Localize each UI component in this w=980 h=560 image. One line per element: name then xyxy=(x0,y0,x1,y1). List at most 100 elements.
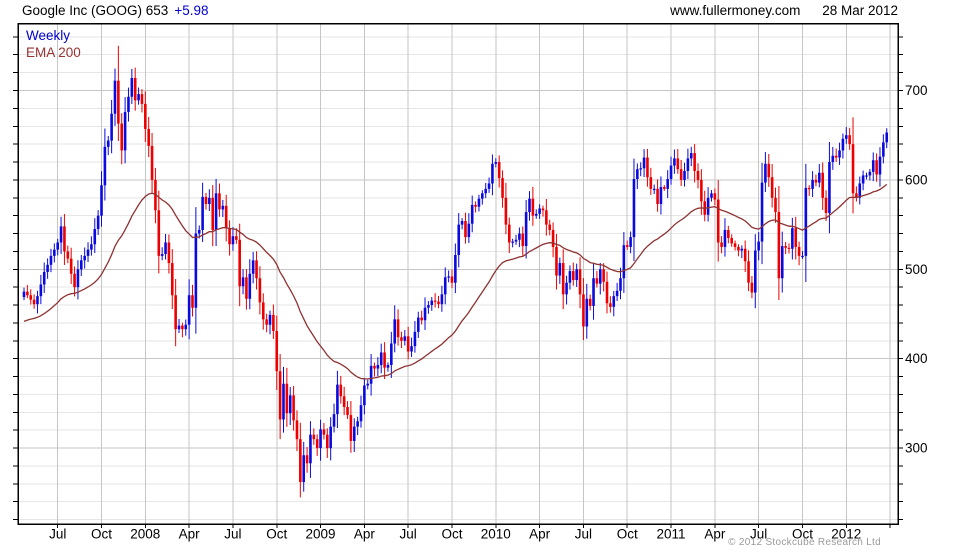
candle-body xyxy=(177,325,181,330)
candle-body xyxy=(528,198,531,213)
x-tick-label: 2011 xyxy=(657,527,686,542)
candle-body xyxy=(831,155,835,163)
candle-body xyxy=(686,158,690,171)
candle-body xyxy=(110,113,113,141)
candle-body xyxy=(265,319,268,325)
candle-body xyxy=(484,188,487,194)
candle-body xyxy=(32,299,36,305)
axis-ticks xyxy=(13,36,903,528)
candle-body xyxy=(689,153,693,159)
candle-body xyxy=(305,455,309,464)
candle-body xyxy=(858,183,862,198)
candle-body xyxy=(245,277,248,299)
candle-body xyxy=(713,193,717,200)
candle-body xyxy=(356,421,359,427)
candle-body xyxy=(352,426,356,441)
candle-body xyxy=(410,346,413,352)
candle-body xyxy=(235,236,238,240)
candle-body xyxy=(723,229,727,247)
candle-body xyxy=(511,241,514,243)
candle-body xyxy=(875,160,878,175)
y-tick-label: 500 xyxy=(905,262,928,277)
candle-body xyxy=(572,271,575,281)
candle-body xyxy=(241,277,245,287)
candle-body xyxy=(885,132,889,143)
candle-body xyxy=(167,242,171,264)
candle-body xyxy=(127,96,130,112)
candle-body xyxy=(696,170,700,180)
candle-body xyxy=(669,165,673,180)
candle-body xyxy=(548,224,552,230)
candle-body xyxy=(454,254,457,283)
candle-body xyxy=(865,175,868,177)
candle-body xyxy=(491,163,494,184)
candle-body xyxy=(821,172,824,198)
x-tick-label: Apr xyxy=(529,527,551,542)
candle-body xyxy=(710,193,713,198)
candle-body xyxy=(834,155,838,158)
candle-body xyxy=(154,179,157,211)
candle-body xyxy=(652,188,656,191)
candle-body xyxy=(83,255,86,261)
candle-body xyxy=(848,135,851,145)
candle-body xyxy=(272,314,275,331)
candle-body xyxy=(844,135,848,139)
candle-body xyxy=(807,187,811,190)
candle-body xyxy=(315,439,319,449)
candle-body xyxy=(342,396,346,407)
x-tick-label: Apr xyxy=(354,527,376,542)
candle-body xyxy=(828,162,831,213)
candle-body xyxy=(868,171,872,176)
candle-body xyxy=(585,298,589,327)
candle-body xyxy=(187,295,191,325)
candle-body xyxy=(507,224,511,243)
candle-body xyxy=(467,223,471,238)
candle-body xyxy=(403,336,407,341)
candle-body xyxy=(838,150,841,158)
candle-body xyxy=(743,248,747,262)
candle-body xyxy=(477,198,481,207)
candle-body xyxy=(22,291,26,298)
candle-body xyxy=(460,221,464,225)
candle-body xyxy=(103,146,107,186)
candle-body xyxy=(683,170,686,180)
candle-body xyxy=(147,128,150,146)
candle-body xyxy=(582,294,585,327)
candle-body xyxy=(100,185,103,216)
candle-body xyxy=(76,269,80,288)
candle-body xyxy=(629,237,632,247)
candle-body xyxy=(416,317,420,332)
candle-body xyxy=(841,138,845,151)
candle-body xyxy=(288,395,292,414)
candle-body xyxy=(406,336,410,352)
candle-body xyxy=(285,383,289,414)
candle-body xyxy=(767,163,771,178)
candle-body xyxy=(299,439,302,483)
page-title: Google Inc (GOOG) 653 +5.98 xyxy=(22,3,208,18)
candle-body xyxy=(231,236,235,245)
x-tick-label: Oct xyxy=(441,527,462,542)
candle-body xyxy=(615,290,619,297)
candle-body xyxy=(824,197,828,213)
candle-body xyxy=(208,197,211,205)
candle-body xyxy=(814,179,818,183)
candle-body xyxy=(275,330,279,372)
candle-body xyxy=(733,243,737,247)
candle-body xyxy=(56,242,59,250)
candle-body xyxy=(137,94,140,101)
candle-body xyxy=(720,242,723,247)
candle-body xyxy=(150,145,154,180)
candle-body xyxy=(79,260,83,270)
plot-frame xyxy=(17,22,899,525)
candle-body xyxy=(804,187,808,256)
candle-body xyxy=(878,156,882,175)
candle-body xyxy=(753,250,757,293)
candle-body xyxy=(96,215,100,230)
candle-body xyxy=(204,196,208,205)
candle-body xyxy=(649,177,653,189)
candle-body xyxy=(561,263,565,295)
x-tick-label: Oct xyxy=(266,527,287,542)
candle-body xyxy=(612,296,616,307)
candle-body xyxy=(791,228,794,249)
